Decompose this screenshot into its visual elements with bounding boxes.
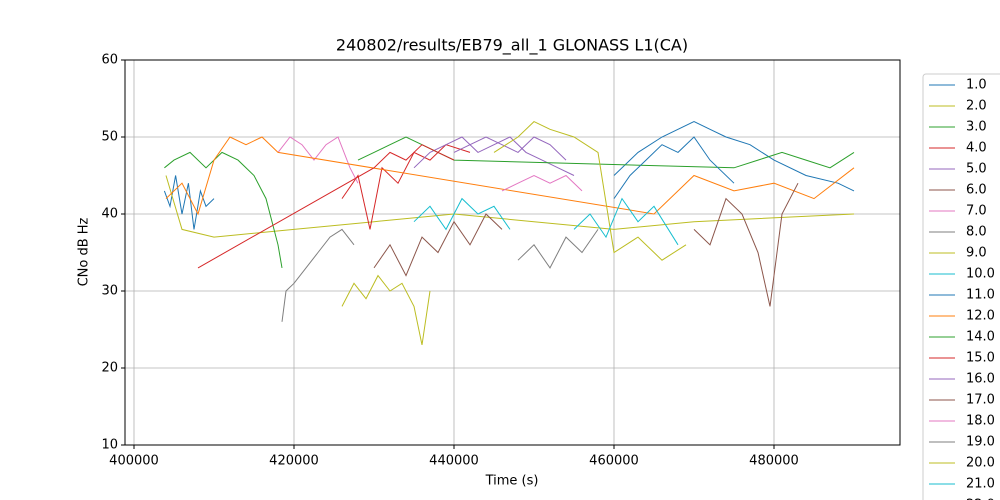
legend-label: 22.0 <box>966 498 995 500</box>
legend: 1.0 2.0 3.0 4.0 5.0 6.0 7.0 8.0 9.0 10.0 11.0 12.0 1… <box>922 73 1000 500</box>
legend-label: 11.0 <box>966 288 995 303</box>
series-line <box>613 121 855 192</box>
series-line <box>281 228 355 322</box>
y-tick-label: 40 <box>101 207 118 222</box>
series-line <box>165 175 855 238</box>
legend-label: 9.0 <box>966 246 987 261</box>
series-line <box>693 182 799 307</box>
legend-label: 7.0 <box>966 204 987 219</box>
series-line <box>165 136 855 216</box>
series-line <box>493 120 687 261</box>
legend-label: 17.0 <box>966 393 995 408</box>
series-line <box>164 151 283 268</box>
plot-frame <box>124 59 901 446</box>
legend-label: 15.0 <box>966 351 995 366</box>
legend-label: 8.0 <box>966 225 987 240</box>
x-axis-label: Time (s) <box>485 474 539 489</box>
series-line <box>341 274 431 346</box>
x-tick-label: 460000 <box>589 454 639 469</box>
legend-label: 14.0 <box>966 330 995 345</box>
legend-label: 5.0 <box>966 162 987 177</box>
legend-box <box>922 73 1000 500</box>
legend-label: 4.0 <box>966 141 987 156</box>
y-tick-label: 30 <box>101 284 118 299</box>
y-axis-label: CNo dB Hz <box>77 217 92 286</box>
series-line <box>413 197 511 231</box>
series-line <box>613 136 735 199</box>
series-line <box>517 229 599 269</box>
legend-label: 16.0 <box>966 372 995 387</box>
series-line <box>373 213 503 277</box>
series-line <box>453 136 567 161</box>
x-tick-label: 480000 <box>749 454 799 469</box>
legend-label: 21.0 <box>966 477 995 492</box>
series-line <box>277 136 359 184</box>
y-tick-label: 60 <box>101 53 118 68</box>
x-tick-label: 400000 <box>109 454 159 469</box>
legend-label: 12.0 <box>966 309 995 324</box>
chart-title: 240802/results/EB79_all_1 GLONASS L1(CA) <box>336 36 688 56</box>
legend-label: 10.0 <box>966 267 995 282</box>
legend-label: 19.0 <box>966 435 995 450</box>
legend-label: 3.0 <box>966 120 987 135</box>
legend-label: 2.0 <box>966 99 987 114</box>
y-tick-label: 20 <box>101 361 118 376</box>
series-line <box>413 136 575 176</box>
legend-label: 18.0 <box>966 414 995 429</box>
legend-label: 1.0 <box>966 78 987 93</box>
x-tick-label: 420000 <box>269 454 319 469</box>
y-tick-label: 50 <box>101 130 118 145</box>
x-tick-label: 440000 <box>429 454 479 469</box>
series-line <box>573 197 679 246</box>
legend-label: 20.0 <box>966 456 995 471</box>
y-tick-label: 10 <box>101 438 118 453</box>
series-line <box>197 144 455 269</box>
legend-label: 6.0 <box>966 183 987 198</box>
series-line <box>341 144 471 230</box>
series-line <box>501 174 583 192</box>
